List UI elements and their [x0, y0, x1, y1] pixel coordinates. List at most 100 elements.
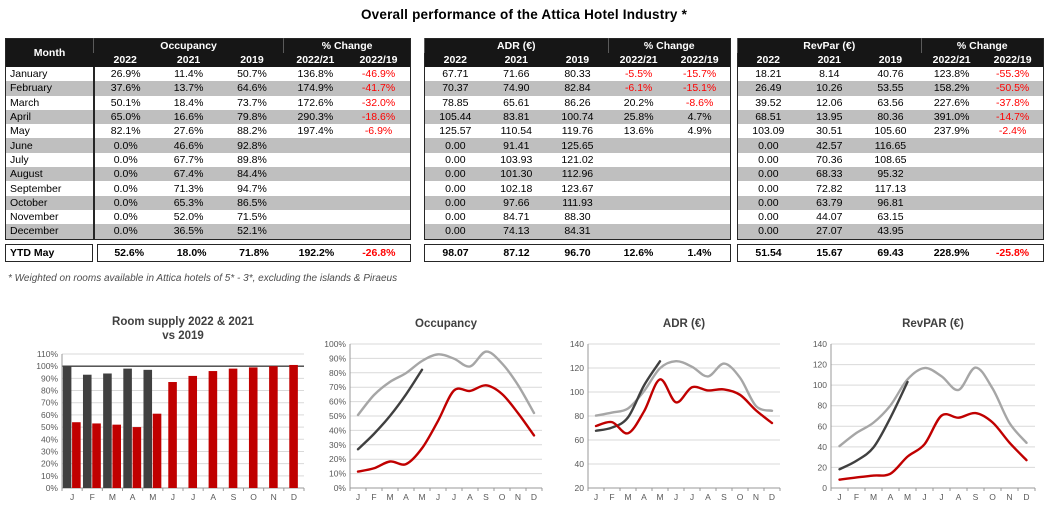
value-cell: 39.52: [755, 96, 782, 109]
y-axis-label: 70%: [329, 382, 346, 392]
value-cell: 391.0%: [921, 109, 983, 125]
y-axis-label: 40: [818, 442, 828, 452]
x-axis-label: A: [705, 492, 711, 502]
value-cell: 0.00: [445, 153, 466, 166]
value-cell: 0.0%: [93, 195, 157, 210]
value-cell: 174.9%: [283, 81, 348, 96]
table-row: 105.44 83.81 100.74 25.8% 4.7%: [424, 109, 731, 125]
value-cell: [982, 224, 1044, 240]
year-header: 2019: [220, 53, 284, 67]
value-cell: 67.7%: [173, 153, 204, 166]
value-cell: 13.6%: [623, 125, 654, 138]
value-cell: 123.8%: [933, 68, 970, 81]
value-cell: 11.4%: [174, 68, 204, 81]
y-axis-label: 100%: [36, 361, 58, 371]
value-cell: 0.00: [424, 138, 486, 153]
y-axis-label: 110%: [37, 349, 59, 359]
table-row: January 26.9% 11.4% 50.7% 136.8% -46.9%: [5, 67, 411, 82]
y-axis-label: 40: [575, 459, 585, 469]
table-row: 0.00 101.30 112.96: [424, 167, 731, 182]
value-cell: [347, 195, 411, 210]
table-row: 0.00 72.82 117.13: [738, 181, 1044, 195]
value-cell: [347, 138, 411, 153]
value-cell: 290.3%: [283, 109, 348, 125]
value-cell: -15.7%: [682, 68, 717, 81]
value-cell: 12.06: [816, 96, 843, 109]
value-cell: 0.00: [424, 167, 486, 182]
month-cell: March: [5, 95, 95, 110]
y-axis-label: 30%: [41, 446, 58, 456]
y-axis-label: 120: [813, 360, 827, 370]
ytd-value: 12.6%: [623, 246, 654, 259]
value-cell: 84.4%: [220, 167, 284, 182]
year-header: 2021: [798, 53, 860, 67]
table-row: 0.00 44.07 63.15: [738, 210, 1044, 224]
x-axis-label: A: [467, 492, 473, 502]
bar-2022: [143, 369, 153, 488]
value-cell: [669, 153, 730, 167]
monthly-data-table: RevPar (€)% Change 2022 2021 2019 2022/21 202…: [737, 38, 1044, 240]
month-cell: October: [5, 195, 95, 210]
value-cell: [982, 138, 1044, 153]
value-cell: 116.65: [859, 138, 922, 153]
bar-2022: [82, 374, 92, 488]
value-cell: 0.00: [758, 182, 779, 195]
value-cell: 68.51: [737, 109, 799, 125]
x-axis-label: D: [769, 492, 775, 502]
bar-2021: [188, 375, 198, 488]
chart-title: RevPAR (€): [902, 318, 964, 330]
value-cell: 103.09: [752, 125, 785, 138]
ytd-value: -26.8%: [362, 246, 396, 259]
x-axis-label: D: [531, 492, 537, 502]
ytd-value: 69.43: [877, 246, 904, 259]
value-cell: [982, 153, 1043, 167]
month-cell: June: [5, 138, 95, 153]
x-axis-label: M: [109, 492, 116, 502]
y-axis-label: 140: [813, 339, 827, 349]
footnote: * Weighted on rooms available in Attica …: [8, 273, 398, 284]
table-row: December 0.0% 36.5% 52.1%: [5, 224, 411, 240]
table-row: 0.00 84.71 88.30: [425, 210, 731, 224]
bar-2021: [112, 424, 121, 488]
value-cell: [921, 138, 983, 153]
y-axis-label: 60%: [329, 397, 346, 407]
value-cell: -50.5%: [982, 81, 1044, 96]
table-row: July 0.0% 67.7% 89.8%: [5, 152, 411, 168]
x-axis-label: M: [386, 492, 393, 502]
value-cell: -8.6%: [685, 96, 714, 109]
value-cell: 101.30: [485, 167, 547, 182]
ytd-values: 98.07 87.12 96.70 12.6% 1.4%: [424, 243, 731, 262]
y-axis-label: 20: [575, 483, 585, 493]
metric-group-header: RevPar (€): [737, 38, 922, 53]
value-cell: 74.90: [485, 81, 547, 96]
value-cell: 70.37: [424, 81, 486, 96]
value-cell: 44.07: [816, 211, 843, 224]
value-cell: 84.31: [546, 224, 609, 240]
value-cell: [608, 153, 669, 167]
y-axis-label: 100: [813, 380, 827, 390]
x-axis-label: J: [356, 492, 360, 502]
y-axis-label: 10%: [41, 471, 58, 481]
x-axis-label: J: [939, 492, 943, 502]
bar-2021: [269, 366, 278, 488]
year-header: 2019: [859, 53, 922, 67]
pct-change-group-header: % Change: [283, 38, 411, 53]
table-row: 125.57 110.54 119.76 13.6% 4.9%: [425, 124, 731, 138]
x-axis-label: J: [594, 492, 598, 502]
y-axis-label: 30%: [329, 440, 346, 450]
value-cell: -46.9%: [361, 68, 396, 81]
value-cell: 42.57: [798, 138, 860, 153]
bar-chart-canvas: Room supply 2022 & 2021 vs 2019 0% 10% 20% 30…: [36, 316, 305, 502]
value-cell: -55.3%: [995, 68, 1030, 81]
value-cell: 136.8%: [297, 68, 334, 81]
year-header: 2022: [93, 53, 157, 67]
value-cell: 80.36: [859, 109, 922, 125]
value-cell: 4.7%: [669, 109, 731, 125]
value-cell: [921, 224, 983, 240]
x-axis-label: S: [973, 492, 979, 502]
y-axis-label: 50%: [329, 411, 346, 421]
value-cell: 0.00: [424, 224, 486, 240]
revpar-table-block: RevPar (€)% Change 2022 2021 2019 2022/21 202…: [737, 38, 1044, 262]
table-row: 18.21 8.14 40.76 123.8% -55.3%: [738, 67, 1044, 81]
y-axis-label: 90%: [329, 353, 346, 363]
